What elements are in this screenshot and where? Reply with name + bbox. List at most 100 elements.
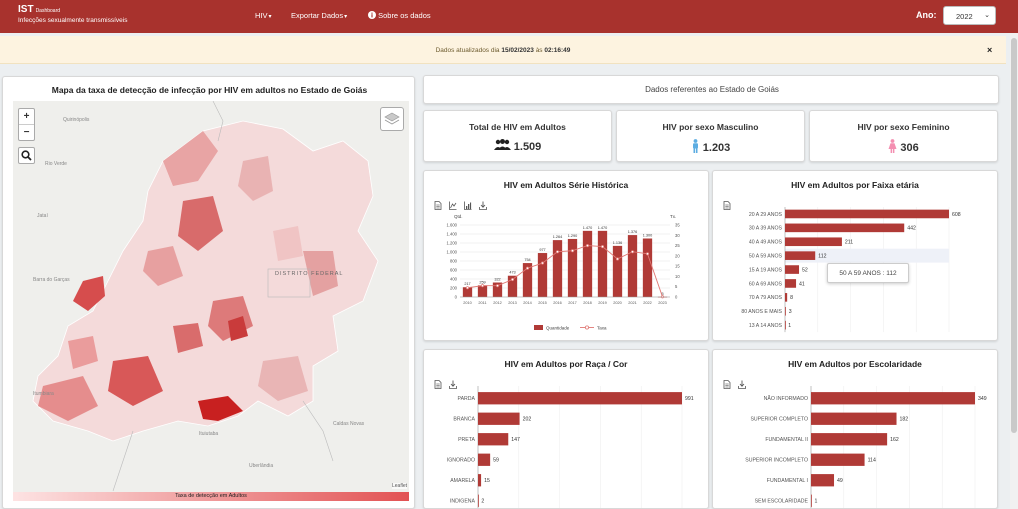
municipality-shape[interactable] [108,356,163,406]
bar-data-label: 1.300 [643,234,653,238]
category-label: IGNORADO [447,458,475,464]
legend-label: Taxa [597,326,607,331]
point-taxa [585,244,590,248]
y2-tick-label: 20 [675,253,680,258]
zoom-in-button[interactable]: + [19,109,34,125]
y-tick-label: 800 [450,259,458,264]
line-chart-icon[interactable] [449,201,457,210]
bar [785,209,949,219]
city-label: Caldas Novas [333,421,365,427]
bar-quantidade [642,238,653,297]
bar [785,265,800,274]
kpi-total-label: Total de HIV em Adultos [469,122,566,132]
bar [478,474,482,487]
df-label: DISTRITO FEDERAL [275,271,344,277]
point-taxa [540,261,545,265]
municipality-shape[interactable] [173,323,203,353]
bar-data-label: 1.470 [598,226,608,230]
municipality-shape[interactable] [73,276,105,311]
bar-chart-icon[interactable] [464,201,472,210]
leaflet-attribution[interactable]: Leaflet [391,483,407,489]
category-label: BRANCA [453,417,475,423]
municipality-shape[interactable] [238,156,273,201]
scrollbar-thumb[interactable] [1011,38,1017,433]
bar-value-label: 1 [788,323,791,329]
y2-tick-label: 10 [675,274,680,279]
map-panel: Mapa da taxa de detecção de infecção por… [2,76,415,509]
municipality-shape[interactable] [228,316,248,341]
ano-select[interactable]: 2022 ⌄ [943,6,996,25]
brand[interactable]: IST Dashboard Infecções sexualmente trans… [18,4,127,24]
municipality-shape[interactable] [303,251,338,296]
bar-quantidade [507,275,518,297]
bar [811,494,812,507]
menu-exportar-dados[interactable]: Exportar Dados▾ [291,11,348,20]
chart-raca-cor: HIV em Adultos por Raça / Cor PARDA 991 BR… [423,349,709,509]
kpi-masculino: HIV por sexo Masculino 1.203 [616,110,805,162]
zoom-out-button[interactable]: − [23,127,30,138]
female-icon [888,139,897,153]
city-label: Barra do Garças [33,277,70,283]
municipality-shape[interactable] [143,246,183,286]
municipality-shape[interactable] [38,376,98,421]
map-road [212,101,224,142]
menu-hiv[interactable]: HIV▾ [255,11,272,20]
bar-quantidade [627,235,638,297]
brand-title: IST Dashboard [18,4,61,15]
bar-value-label: 1 [814,499,817,505]
bar-quantidade [612,245,623,297]
y-tick-label: 1.400 [447,232,458,237]
bar-value-label: 41 [799,281,805,287]
municipality-shape[interactable] [163,131,218,186]
close-alert-button[interactable]: × [987,45,993,55]
municipality-shape[interactable] [68,336,98,369]
municipality-shape[interactable] [273,226,303,261]
chart-toolbar [723,376,753,389]
male-icon [692,139,698,153]
menu-sobre-dados[interactable]: Sobre os dados [368,11,431,20]
serie-historica-plot: Qtd. Tx.02004006008001.0001.2001.4001.600… [447,214,681,331]
layers-button[interactable] [380,107,404,131]
document-icon[interactable] [434,201,442,210]
bar [478,392,682,405]
x-tick-label: 2017 [568,301,576,305]
x-tick-label: 2022 [643,301,651,305]
category-label: 50 A 59 ANOS [749,253,783,259]
x-tick-label: 2021 [628,301,636,305]
top-navbar: IST Dashboard Infecções sexualmente trans… [0,0,1018,33]
bar-data-label: 1.376 [628,230,638,234]
bar [478,433,509,446]
category-label: 20 A 29 ANOS [749,212,783,218]
y2-tick-label: 30 [675,233,680,238]
download-icon[interactable] [449,380,457,389]
document-icon[interactable] [434,380,442,389]
category-label: INDIGENA [450,499,476,505]
download-icon[interactable] [479,201,487,210]
bar [785,237,842,247]
kpi-masculino-value: 1.203 [617,139,804,154]
bar-value-label: 112 [818,253,826,259]
map-search-button[interactable] [18,147,35,164]
municipality-shape[interactable] [258,356,308,401]
bar-value-label: 211 [845,240,853,246]
municipality-shape[interactable] [198,396,243,421]
x-tick-label: 2014 [523,301,531,305]
bar-value-label: 8 [790,295,793,301]
city-label: Itumbiara [33,391,54,397]
bar [785,320,786,330]
bar-quantidade [462,287,473,297]
category-label: PRETA [458,437,475,443]
document-icon[interactable] [723,201,731,210]
document-icon[interactable] [723,380,731,389]
bar-value-label: 49 [837,478,843,484]
municipality-highlights [38,131,338,421]
bar-quantidade [567,238,578,297]
municipality-shape[interactable] [178,196,223,251]
page-scrollbar[interactable] [1010,33,1018,509]
download-icon[interactable] [738,380,746,389]
y-tick-label: 600 [450,268,458,273]
choropleth-map[interactable]: DISTRITO FEDERAL Quirinópolis Rio Verde … [13,101,409,501]
y2-tick-label: 5 [675,284,678,289]
category-label: AMARELA [450,478,475,484]
y-tick-label: 200 [450,286,458,291]
